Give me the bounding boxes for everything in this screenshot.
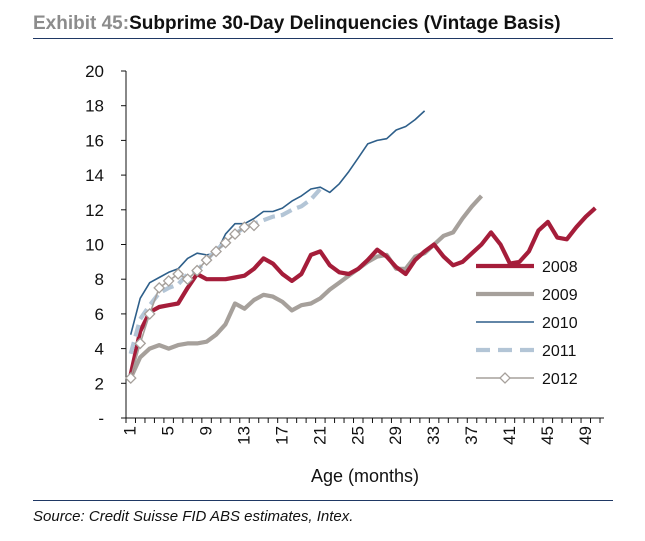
series-line-2010 (129, 110, 426, 335)
data-point-2012 (238, 221, 251, 234)
legend-label-2010: 2010 (542, 315, 578, 332)
series-layer (124, 110, 597, 385)
data-point-2012 (229, 228, 241, 241)
data-point-2012 (210, 245, 222, 258)
data-point-2012 (172, 268, 185, 280)
y-tick-label: 2 (95, 374, 104, 393)
x-tick-label: 13 (235, 426, 254, 445)
y-axis-ticks: - 2 4 6 8 10 12 14 16 18 20 (85, 62, 126, 428)
x-tick-label: 49 (576, 426, 595, 445)
data-point-2012 (153, 281, 166, 294)
y-tick-label: 8 (95, 270, 104, 289)
y-tick-label: 14 (85, 166, 104, 185)
legend-label-2009: 2009 (542, 287, 578, 304)
x-axis-label: Age (months) (311, 466, 419, 486)
data-point-2012 (219, 236, 232, 249)
x-tick-label: 37 (462, 426, 481, 445)
series-line-2009 (128, 194, 484, 379)
source-rule (33, 500, 613, 501)
data-point-2012 (191, 264, 204, 277)
data-point-2012 (200, 254, 213, 267)
x-tick-label: 21 (310, 426, 329, 445)
data-point-2012 (134, 337, 147, 350)
chart-title: Exhibit 45:Subprime 30-Day Delinquencies… (33, 13, 561, 35)
legend: 2008 2009 2010 2011 2012 (476, 259, 578, 388)
x-tick-label: 45 (538, 426, 557, 445)
x-tick-label: 5 (159, 426, 178, 435)
y-tick-label: 12 (85, 201, 104, 220)
x-tick-label: 29 (386, 426, 405, 445)
y-tick-label: 18 (85, 97, 104, 116)
x-tick-label: 17 (272, 426, 291, 445)
data-point-2012 (248, 219, 260, 232)
y-tick-label: 10 (85, 236, 104, 255)
x-tick-label: 41 (500, 426, 519, 445)
y-tick-label: 4 (95, 340, 104, 359)
series-line-2011 (128, 187, 322, 355)
data-point-2012 (124, 372, 137, 385)
series-line-2008 (128, 206, 597, 376)
data-point-2012 (181, 273, 194, 286)
y-tick-label: - (98, 409, 104, 428)
legend-label-2012: 2012 (542, 371, 578, 388)
data-point-2012 (143, 307, 156, 320)
x-tick-label: 25 (348, 426, 367, 445)
exhibit-label: Exhibit 45: (33, 13, 130, 34)
legend-label-2008: 2008 (542, 259, 578, 276)
title-rule (33, 38, 613, 39)
line-chart: - 2 4 6 8 10 12 14 16 18 20 1 5 9 13 17 21 25 29 33 37 41 45 4… (85, 62, 604, 486)
y-tick-label: 6 (95, 305, 104, 324)
data-point-2012 (162, 275, 175, 287)
x-tick-label: 9 (197, 426, 216, 435)
x-tick-label: 33 (424, 426, 443, 445)
y-tick-label: 20 (85, 62, 104, 81)
title-text: Subprime 30-Day Delinquencies (Vintage B… (129, 13, 561, 34)
y-tick-label: 16 (85, 131, 104, 150)
x-tick-label: 1 (121, 426, 140, 435)
legend-label-2011: 2011 (542, 343, 577, 360)
x-axis-ticks: 1 5 9 13 17 21 25 29 33 37 41 45 49 (121, 418, 601, 445)
legend-marker-2012 (499, 372, 511, 384)
source-note: Source: Credit Suisse FID ABS estimates,… (33, 508, 354, 525)
